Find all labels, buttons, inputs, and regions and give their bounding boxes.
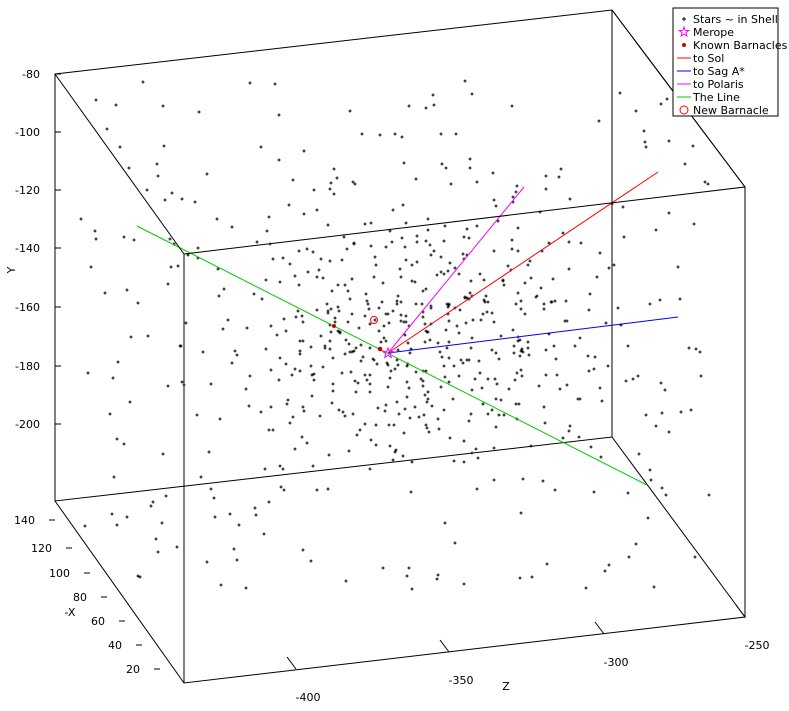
- legend-star-icon: [677, 25, 691, 38]
- x-tick-label: 120: [31, 542, 52, 555]
- y-tick-label: -140: [15, 242, 40, 255]
- to-polaris-line: [387, 186, 525, 354]
- z-axis: -400 -350 -300 -250 Z: [286, 604, 770, 704]
- to-sol-line: [387, 171, 659, 354]
- z-tick-label: -300: [604, 656, 629, 669]
- to-sag-a-line: [387, 316, 679, 354]
- legend-label: to Polaris: [693, 78, 744, 91]
- the-line-series: [136, 225, 648, 486]
- legend-label: Merope: [693, 26, 734, 39]
- merope-marker: [381, 346, 395, 359]
- x-tick-label: 140: [14, 514, 35, 527]
- y-axis: -80 -100 -120 -140 -160 -180 -200 Y: [5, 68, 61, 431]
- y-tick-label: -200: [15, 418, 40, 431]
- z-tick-label: -350: [449, 674, 474, 687]
- y-tick-label: -80: [22, 68, 40, 81]
- stars-series: [79, 79, 711, 591]
- bounding-box-front: [54, 9, 746, 684]
- x-tick-label: 40: [108, 639, 122, 652]
- y-tick-label: -120: [15, 184, 40, 197]
- known-barnacle-1: [332, 324, 336, 328]
- x-tick-label: 100: [49, 567, 70, 580]
- y-axis-label: Y: [5, 266, 18, 274]
- y-tick-label: -160: [15, 301, 40, 314]
- legend-box: [672, 7, 779, 117]
- x-tick-label: 20: [126, 663, 140, 676]
- known-barnacle-2: [377, 346, 383, 352]
- new-barnacle-marker: [370, 316, 378, 324]
- legend-circle-icon: [679, 105, 689, 115]
- legend-dot-icon: [682, 43, 686, 47]
- y-tick-label: -100: [15, 126, 40, 139]
- x-tick-label: 60: [91, 615, 105, 628]
- y-tick-label: -180: [15, 360, 40, 373]
- legend-label: Known Barnacles: [693, 39, 788, 52]
- z-axis-label: Z: [502, 680, 510, 693]
- legend-label: to Sol: [693, 52, 724, 65]
- z-tick-label: -400: [296, 691, 321, 704]
- legend-label: The Line: [692, 91, 740, 104]
- x-axis-label: -X: [65, 606, 76, 619]
- star-markers: [79, 79, 711, 591]
- z-tick-label: -250: [745, 639, 770, 652]
- legend-label: Stars ~ in Shell: [693, 13, 778, 26]
- x-tick-label: 80: [73, 591, 87, 604]
- legend-label: New Barnacle: [693, 104, 769, 117]
- bounding-box-back: [54, 9, 746, 619]
- legend-plus-icon: [682, 17, 686, 21]
- legend-label: to Sag A*: [693, 65, 745, 78]
